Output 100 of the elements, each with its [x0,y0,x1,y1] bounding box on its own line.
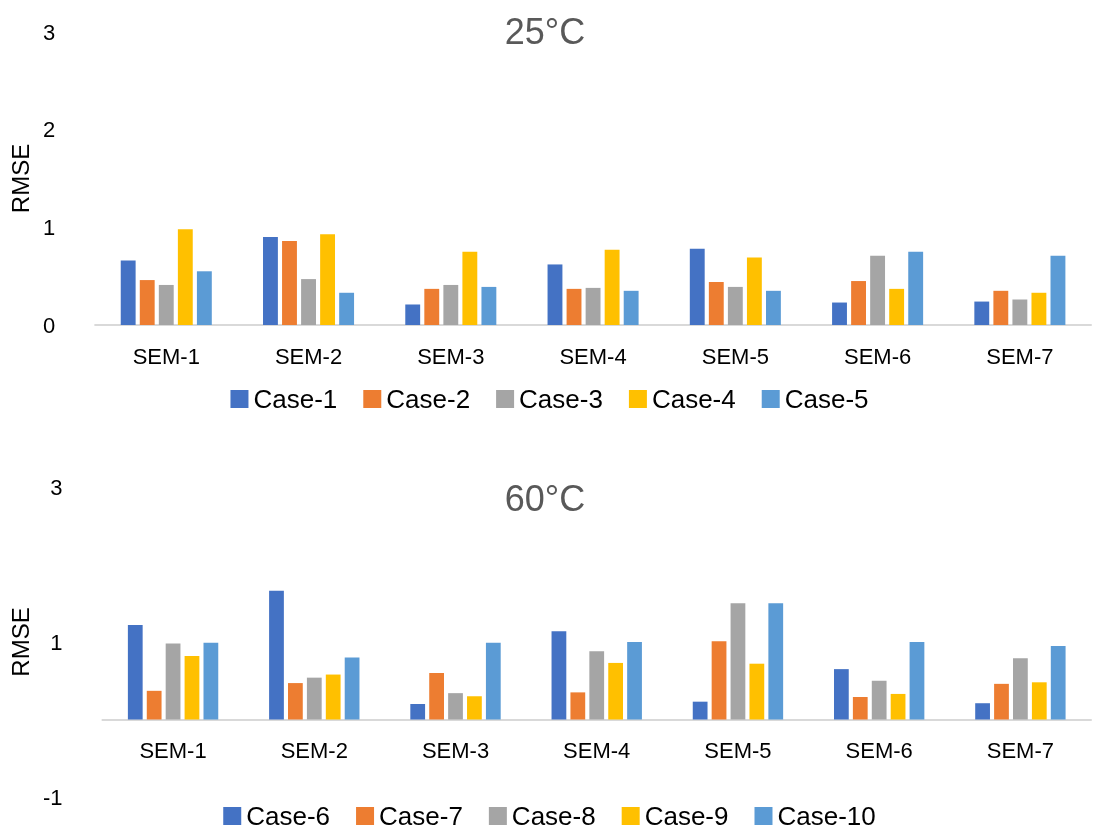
x-tick-label: SEM-5 [704,738,772,763]
bar [551,631,567,720]
bar [481,286,497,325]
bar [627,642,642,720]
bar [196,271,212,325]
bar [158,284,174,325]
bar [889,288,905,325]
x-tick-label: SEM-4 [559,343,627,369]
bar [288,683,303,720]
legend-label: Case-5 [784,384,869,414]
bar [1031,292,1047,325]
bar [689,248,705,325]
bar [405,304,421,325]
bar [1012,299,1028,325]
x-tick-label: SEM-5 [701,343,769,369]
y-tick-label: 1 [42,214,56,240]
y-tick-label: 3 [50,474,63,500]
bar [908,251,924,325]
bar [604,249,620,325]
x-tick-label: SEM-7 [986,738,1055,763]
bar [746,257,762,325]
legend-label: Case-2 [386,384,471,414]
bar [730,603,746,720]
bar [852,697,868,720]
bar [301,279,316,325]
bar [424,288,440,325]
bar [429,673,444,720]
bar [832,302,847,325]
bar [870,255,886,325]
bar [120,260,136,325]
bar [165,643,181,720]
x-tick-label: SEM-1 [139,738,207,763]
y-axis-title: RMSE [6,143,34,214]
bar [485,642,501,720]
bar [320,234,336,325]
legend-label: Case-1 [253,384,338,414]
bar [585,287,601,325]
bar [282,241,297,325]
bar [566,288,582,325]
x-tick-label: SEM-4 [563,738,631,763]
bar [203,642,219,720]
x-tick-label: SEM-6 [843,343,912,369]
bar [1031,682,1047,720]
bar [177,229,193,325]
x-tick-label: SEM-3 [417,343,485,369]
chart-title: 60°C [504,477,586,519]
legend-label: Case-3 [519,384,603,414]
bar [692,701,708,720]
bar [727,286,743,325]
bar [711,641,727,720]
bar [410,704,426,720]
bar [146,690,162,720]
bar [344,657,360,720]
bar [993,290,1009,325]
legend-label: Case-4 [651,384,736,414]
bar [325,674,341,720]
bar [1050,645,1066,720]
bar [765,290,781,325]
bar [339,292,355,325]
bar [768,603,784,720]
bar [462,251,478,325]
bar [127,624,143,720]
bar [974,301,990,325]
x-tick-label: SEM-3 [421,738,490,763]
bar [184,655,200,720]
legend-label: Case-9 [644,801,729,831]
x-tick-label: SEM-2 [280,738,348,763]
y-tick-label: 3 [42,19,56,45]
bar [448,693,463,720]
bar [443,284,459,325]
chart-title: 25°C [504,10,586,52]
bar [139,280,155,325]
bar [547,264,563,325]
x-tick-label: SEM-7 [986,343,1054,369]
y-tick-label: 1 [50,629,63,655]
x-tick-label: SEM-2 [274,343,343,369]
bar [269,590,284,720]
y-tick-label: 2 [42,117,56,143]
bar [623,290,639,325]
bar [871,680,887,720]
legend-label: Case-7 [379,801,463,831]
x-tick-label: SEM-6 [845,738,913,763]
legend-label: Case-6 [246,801,331,831]
bar [749,663,765,720]
legend-label: Case-8 [511,801,596,831]
bar [975,703,990,720]
y-tick-label: -1 [42,784,63,810]
bar [851,281,866,325]
bar [890,693,906,720]
bar [833,669,849,720]
y-tick-label: 0 [42,312,56,338]
y-axis-title: RMSE [6,607,34,677]
bar [909,642,925,720]
bar [589,651,605,720]
bar [1050,255,1066,325]
bar [708,282,724,325]
bar [608,662,624,720]
x-tick-label: SEM-1 [132,343,200,369]
bar [994,683,1009,720]
bar [1013,658,1028,720]
